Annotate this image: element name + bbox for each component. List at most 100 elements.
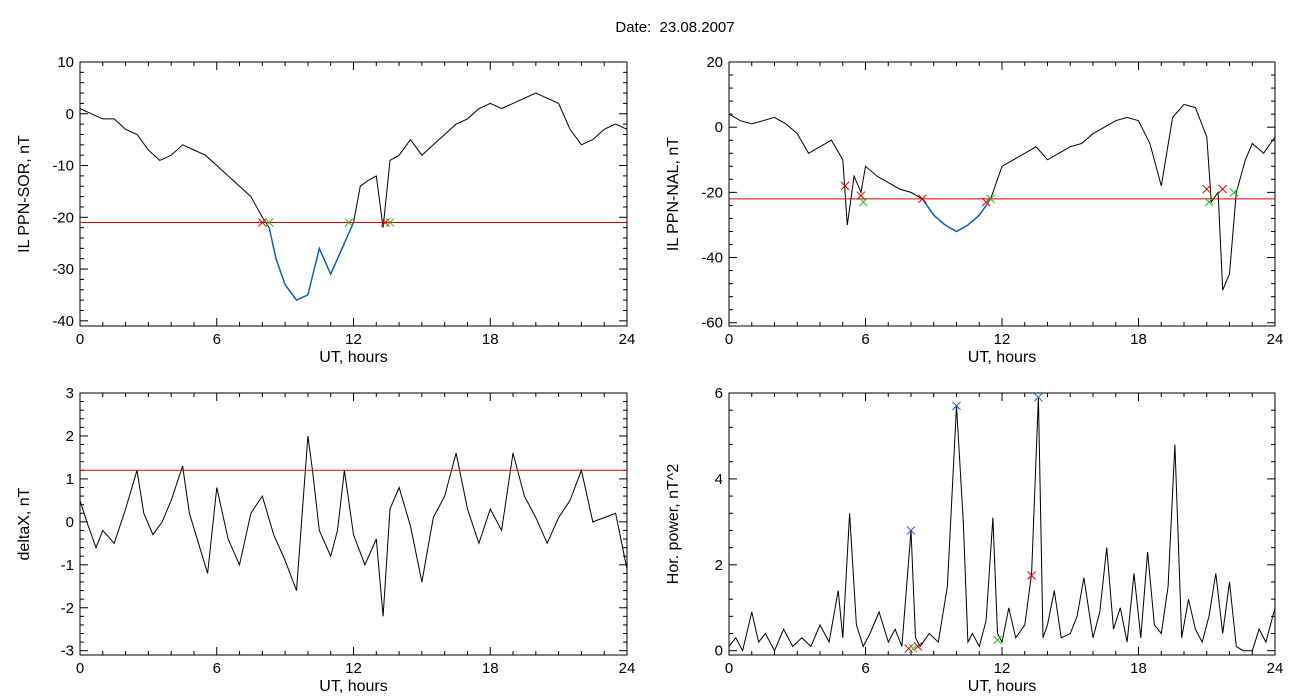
y-tick-label: 0 [715, 119, 723, 136]
x-tick-label: 18 [482, 331, 499, 348]
marker-end [858, 197, 868, 207]
marker-stroke [840, 181, 850, 191]
highlight-segment [268, 222, 355, 302]
marker-stroke [906, 526, 916, 535]
marker-end [993, 635, 1002, 645]
y-tick-label: 2 [66, 428, 74, 445]
marker-end [908, 644, 918, 653]
marker-stroke [1202, 184, 1212, 194]
data-group [80, 92, 627, 302]
x-tick-label: 0 [725, 660, 733, 677]
marker-stroke [918, 194, 927, 204]
x-tick-label: 12 [994, 331, 1011, 348]
marker-start [381, 218, 390, 227]
x-tick-label: 12 [345, 660, 362, 677]
marker-stroke [344, 218, 354, 227]
y-tick-label: 3 [66, 385, 74, 402]
highlight-segment [921, 198, 992, 233]
marker-stroke [1027, 571, 1036, 580]
marker-stroke [904, 644, 914, 653]
y-tick-label: -60 [701, 315, 723, 332]
marker-stroke [1229, 188, 1239, 197]
plot-frame [79, 61, 628, 327]
y-tick-label: -20 [701, 184, 723, 201]
x-axis-label: UT, hours [968, 678, 1036, 695]
marker-end [986, 194, 995, 204]
x-tick-label: 0 [76, 660, 84, 677]
y-tick-label: 0 [66, 106, 74, 123]
x-axis-label: UT, hours [319, 349, 387, 366]
marker-stroke [856, 191, 866, 200]
marker-start [918, 194, 927, 204]
y-tick-label: 2 [715, 557, 723, 574]
y-tick-label: -20 [52, 209, 74, 226]
x-tick-label: 24 [619, 660, 636, 677]
x-tick-label: 24 [1267, 331, 1284, 348]
x-axis-label: UT, hours [968, 349, 1036, 366]
chart-deltax: 0 6 12 18 24 3 2 1 0 -1 -2 -3 UT, hours deltaX, nT [16, 385, 635, 695]
y-tick-label: -40 [701, 250, 723, 267]
marker-stroke [264, 218, 274, 227]
marker-start [904, 644, 914, 653]
y-tick-label: -10 [52, 158, 74, 175]
y-tick-label: 0 [715, 643, 723, 660]
y-axis-label: IL PPN-NAL, nT [665, 137, 682, 251]
y-tick-label: -30 [52, 261, 74, 278]
x-tick-label: 0 [76, 331, 84, 348]
y-axis-label: Hor. power, nT^2 [665, 464, 682, 585]
marker-stroke [1204, 197, 1214, 207]
marker-peak [1034, 392, 1043, 402]
x-axis-label: UT, hours [319, 678, 387, 695]
data-group [729, 103, 1275, 291]
plot-frame [728, 61, 1276, 327]
x-tick-label: 6 [861, 331, 869, 348]
marker-end [264, 218, 274, 227]
marker-start [1202, 184, 1212, 194]
y-tick-label: 1 [66, 471, 74, 488]
y-axis-label: IL PPN-SOR, nT [16, 135, 33, 253]
chart-hor-power: 0 6 12 18 24 6 4 2 0 UT, hours Hor. power, nT^2 [665, 385, 1283, 695]
marker-start [257, 218, 267, 227]
marker-stroke [257, 218, 267, 227]
y-tick-label: 10 [57, 54, 74, 71]
y-tick-label: 0 [66, 514, 74, 531]
marker-stroke [858, 197, 868, 207]
data-group [80, 435, 627, 617]
x-tick-label: 0 [725, 331, 733, 348]
marker-peak [952, 401, 961, 411]
x-tick-label: 18 [482, 660, 499, 677]
series-line [80, 435, 627, 617]
chart-ppn-sor: 0 6 12 18 24 10 0 -10 -20 -30 -40 UT, hours IL PPN-S… [16, 54, 635, 366]
data-group [729, 397, 1275, 653]
x-tick-label: 24 [619, 331, 636, 348]
y-tick-label: 20 [706, 54, 723, 71]
x-tick-label: 12 [994, 660, 1011, 677]
x-tick-label: 6 [861, 660, 869, 677]
x-tick-label: 18 [1130, 331, 1147, 348]
y-tick-label: -3 [61, 643, 74, 660]
x-tick-label: 6 [213, 331, 221, 348]
marker-start [856, 191, 866, 200]
marker-stroke [1034, 392, 1043, 402]
marker-stroke [385, 218, 395, 227]
marker-peak [906, 526, 916, 535]
x-tick-label: 12 [345, 331, 362, 348]
plot-frame [728, 392, 1276, 656]
y-axis-label: deltaX, nT [16, 487, 33, 560]
series-line [729, 397, 1275, 653]
chart-ppn-nal: 0 6 12 18 24 20 0 -20 -40 -60 UT, hours IL PPN-NAL,… [665, 54, 1283, 366]
y-tick-label: -1 [61, 557, 74, 574]
marker-stroke [981, 197, 991, 207]
x-tick-label: 24 [1267, 660, 1284, 677]
marker-stroke [908, 644, 918, 653]
marker-stroke [993, 635, 1002, 645]
marker-stroke [986, 194, 995, 204]
series-line [80, 92, 627, 301]
marker-start [981, 197, 991, 207]
page-title: Date: 23.08.2007 [615, 19, 735, 36]
marker-end [1229, 188, 1239, 197]
x-tick-label: 6 [213, 660, 221, 677]
marker-end [1204, 197, 1214, 207]
y-tick-label: -2 [61, 600, 74, 617]
